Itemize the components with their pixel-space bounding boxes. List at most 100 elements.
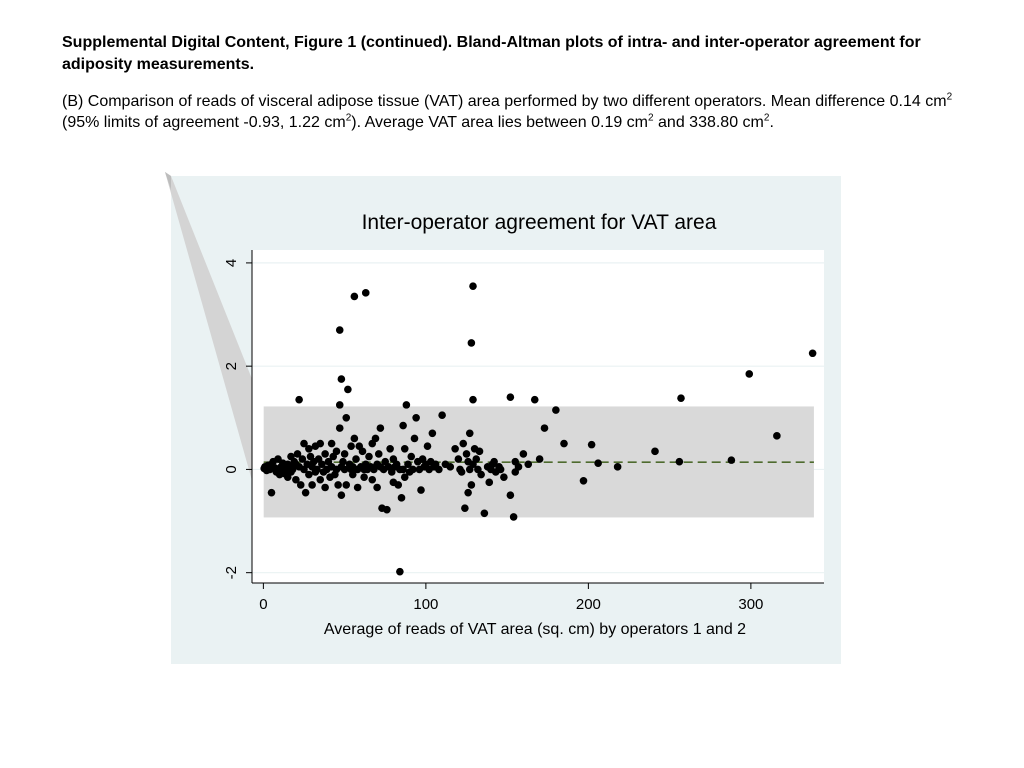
data-point (677, 394, 685, 402)
data-point (745, 370, 754, 378)
data-point (332, 447, 341, 456)
description-text-1: (B) Comparison of reads of visceral adip… (62, 93, 947, 110)
data-point (350, 292, 359, 301)
data-point (308, 481, 316, 489)
data-point (506, 491, 515, 500)
data-point (475, 447, 484, 456)
data-point (400, 444, 409, 453)
y-tick-label: 4 (223, 259, 240, 267)
data-point (396, 567, 404, 576)
data-point (361, 289, 370, 297)
data-point (496, 465, 505, 474)
data-point (352, 455, 360, 463)
data-point (301, 488, 310, 497)
data-point (472, 455, 481, 463)
x-tick-label: 300 (738, 596, 763, 613)
data-point (292, 475, 300, 484)
data-point (327, 439, 336, 448)
data-point (374, 450, 383, 458)
data-point (386, 444, 394, 453)
data-point (485, 478, 494, 487)
figure-description: (B) Comparison of reads of visceral adip… (62, 91, 962, 133)
data-point (350, 434, 359, 443)
data-point (514, 463, 523, 471)
data-point (490, 457, 498, 466)
data-point (404, 460, 412, 469)
data-point (459, 439, 468, 448)
data-point (467, 481, 476, 489)
data-point (594, 459, 602, 468)
data-point (397, 494, 406, 502)
superscript-2: 2 (345, 112, 352, 124)
data-point (316, 475, 325, 484)
data-point (477, 470, 485, 479)
data-point (428, 429, 437, 438)
data-point (358, 447, 367, 456)
data-point (461, 504, 469, 512)
data-point (267, 488, 276, 497)
data-point (342, 413, 351, 422)
data-point (552, 406, 560, 414)
page-curl-decoration (165, 172, 262, 516)
data-point (454, 455, 463, 463)
data-point (293, 450, 302, 458)
data-point (365, 452, 373, 461)
data-point (340, 450, 349, 458)
data-point (530, 395, 539, 404)
data-point (519, 450, 528, 458)
data-point (400, 473, 409, 481)
data-point (348, 470, 357, 479)
page-curl-shadow (165, 172, 171, 190)
data-point (305, 444, 313, 453)
data-point (318, 460, 326, 469)
data-point (469, 282, 477, 290)
data-point (409, 465, 417, 474)
data-point (313, 465, 321, 474)
data-point (335, 424, 344, 432)
data-point (457, 468, 466, 476)
data-point (298, 455, 307, 463)
data-point (337, 491, 346, 500)
data-point (373, 483, 381, 492)
axes: 0 100 200 300 -2 0 2 4 (223, 250, 824, 613)
data-point (347, 442, 355, 450)
data-point (467, 339, 476, 347)
data-point (587, 440, 596, 449)
data-point (613, 463, 622, 471)
data-point (506, 393, 515, 401)
data-point (540, 424, 549, 432)
data-point (342, 481, 351, 489)
y-tick-label: 0 (223, 465, 240, 473)
data-point (509, 513, 518, 521)
data-point (383, 505, 391, 514)
y-tick-label: -2 (223, 566, 240, 579)
data-point (339, 457, 347, 466)
data-point (438, 411, 446, 420)
figure-heading: Supplemental Digital Content, Figure 1 (… (62, 34, 921, 73)
data-point (335, 401, 344, 409)
data-point (500, 473, 508, 481)
data-point (524, 460, 533, 469)
data-point (300, 439, 308, 448)
data-point (727, 456, 736, 464)
data-point (651, 447, 659, 456)
description-text-4: and 338.80 cm (653, 114, 764, 131)
y-tick-label: 2 (223, 362, 240, 370)
data-point (535, 455, 544, 463)
data-point (321, 483, 329, 492)
x-tick-label: 100 (413, 596, 438, 613)
data-point (340, 465, 349, 474)
description-text-2: (95% limits of agreement -0.93, 1.22 cm (62, 114, 346, 131)
description-text-5: . (769, 114, 774, 131)
data-point (412, 413, 420, 422)
data-point (465, 429, 474, 438)
data-point (773, 432, 781, 440)
data-point (371, 434, 380, 443)
data-point (344, 385, 352, 394)
data-point (423, 442, 432, 450)
x-tick-label: 0 (259, 596, 267, 613)
data-point (402, 401, 411, 409)
data-point (410, 434, 419, 443)
data-point (399, 465, 407, 474)
data-point (376, 424, 385, 432)
